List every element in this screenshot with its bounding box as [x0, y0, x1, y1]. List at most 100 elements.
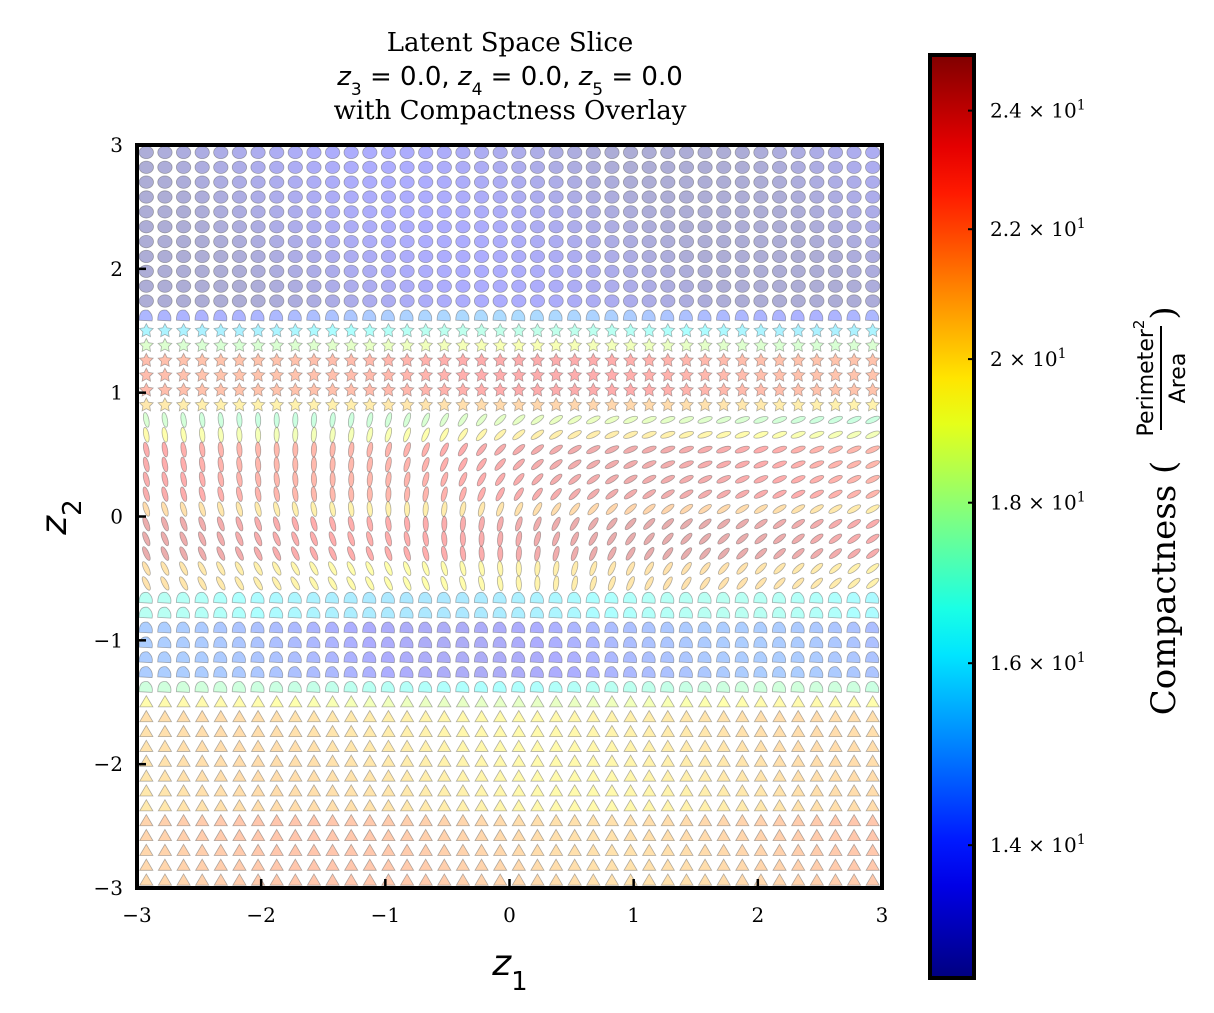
shape-marker — [236, 471, 243, 488]
shape-marker — [362, 651, 377, 664]
shape-marker — [403, 456, 411, 473]
shape-marker — [716, 709, 731, 723]
shape-marker — [455, 621, 470, 634]
shape-marker — [176, 739, 191, 752]
shape-marker — [511, 621, 526, 634]
y-tick-label: −2 — [94, 752, 123, 776]
shape-marker — [772, 739, 787, 752]
shape-marker — [827, 279, 844, 293]
shape-marker — [161, 441, 169, 458]
shape-marker — [716, 681, 731, 693]
shape-marker — [157, 322, 173, 338]
shape-marker — [399, 651, 414, 664]
shape-marker — [846, 190, 862, 204]
shape-marker — [362, 591, 377, 604]
shape-marker — [231, 220, 248, 234]
shape-marker — [548, 190, 564, 204]
shape-marker — [138, 279, 154, 293]
shape-marker — [865, 279, 881, 293]
shape-marker — [660, 460, 676, 469]
shape-marker — [380, 397, 397, 412]
shape-marker — [380, 651, 395, 664]
shape-marker — [734, 322, 751, 338]
shape-marker — [641, 220, 657, 234]
shape-marker — [213, 322, 229, 338]
shape-marker — [734, 681, 749, 693]
shape-marker — [716, 264, 732, 278]
shape-marker — [329, 426, 336, 443]
shape-marker — [478, 560, 485, 577]
shape-marker — [325, 873, 340, 886]
shape-marker — [455, 190, 471, 204]
shape-marker — [790, 754, 806, 767]
shape-marker — [324, 309, 339, 322]
shape-marker — [194, 337, 210, 353]
shape-marker — [771, 337, 788, 353]
shape-marker — [399, 636, 414, 649]
shape-marker — [511, 382, 527, 397]
shape-marker — [399, 709, 415, 723]
shape-marker — [660, 724, 676, 737]
shape-marker — [235, 501, 243, 517]
shape-marker — [436, 651, 451, 664]
shape-marker — [846, 813, 862, 827]
shape-marker — [474, 754, 489, 767]
shape-marker — [531, 458, 544, 471]
shape-marker — [269, 784, 284, 797]
shape-marker — [194, 382, 210, 397]
shape-marker — [529, 591, 544, 604]
y-tick-label: −3 — [94, 876, 123, 900]
shape-marker — [473, 249, 490, 264]
shape-marker — [253, 576, 263, 591]
shape-marker — [567, 739, 582, 752]
shape-marker — [213, 309, 228, 322]
shape-marker — [157, 205, 173, 219]
shape-marker — [404, 501, 411, 518]
shape-marker — [138, 220, 154, 234]
shape-marker — [157, 367, 173, 382]
shape-marker — [846, 858, 862, 871]
shape-marker — [735, 754, 750, 767]
shape-marker — [197, 546, 207, 561]
shape-marker — [809, 249, 825, 264]
shape-marker — [567, 430, 582, 440]
shape-marker — [455, 309, 470, 322]
shape-marker — [865, 205, 881, 219]
shape-marker — [418, 190, 434, 204]
shape-marker — [198, 471, 206, 488]
shape-marker — [343, 294, 359, 308]
shape-marker — [660, 445, 676, 454]
shape-marker — [715, 367, 732, 382]
shape-marker — [421, 442, 430, 457]
shape-marker — [567, 279, 583, 293]
shape-marker — [399, 220, 415, 234]
shape-marker — [324, 220, 341, 234]
shape-marker — [250, 234, 266, 249]
shape-marker — [250, 873, 266, 886]
shape-marker — [531, 487, 543, 501]
shape-marker — [255, 412, 262, 428]
shape-marker — [287, 666, 302, 678]
shape-marker — [827, 249, 844, 264]
shape-marker — [329, 441, 336, 458]
shape-marker — [231, 175, 248, 189]
shape-marker — [157, 294, 173, 308]
shape-marker — [735, 873, 750, 886]
shape-marker — [180, 412, 187, 428]
shape-marker — [399, 175, 415, 189]
shape-marker — [697, 279, 713, 293]
shape-marker — [306, 160, 322, 174]
shape-marker — [421, 427, 431, 443]
shape-marker — [157, 709, 173, 723]
shape-marker — [362, 294, 378, 308]
shape-marker — [678, 666, 693, 678]
shape-marker — [269, 190, 285, 204]
title-line-3: with Compactness Overlay — [334, 96, 687, 126]
shape-marker — [771, 621, 786, 634]
shape-marker — [287, 636, 302, 649]
shape-marker — [180, 427, 187, 443]
shape-marker — [347, 546, 356, 561]
shape-marker — [641, 724, 657, 737]
colorbar-fraction-numerator: Perimeter2 — [1130, 320, 1159, 437]
